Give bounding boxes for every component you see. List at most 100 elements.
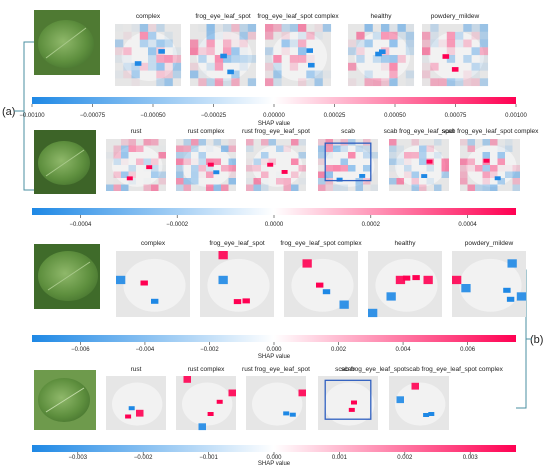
shap-cell bbox=[213, 158, 221, 165]
shap-cell bbox=[151, 139, 159, 146]
shap-cell bbox=[405, 39, 415, 48]
shap-cell bbox=[505, 139, 513, 146]
shap-cell bbox=[298, 31, 307, 40]
shap-cell bbox=[172, 55, 182, 63]
shap-cell bbox=[291, 184, 299, 191]
map-title-scab-frog-eye-leaf-spotscab-frog-eye-leaf-spot-complex: scab frog_eye_leaf_spotscab frog_eye_lea… bbox=[335, 366, 503, 373]
shap-cell bbox=[261, 178, 269, 185]
map-title-powdery-mildew: powdery_mildew bbox=[465, 240, 514, 247]
shap-cell bbox=[253, 165, 261, 172]
shap-cell bbox=[298, 389, 306, 397]
shap-cell bbox=[172, 70, 182, 79]
shap-cell bbox=[253, 184, 261, 191]
shap-cell bbox=[422, 47, 431, 56]
shap-cell bbox=[206, 62, 215, 71]
shap-cell bbox=[289, 24, 299, 32]
shap-cell bbox=[190, 62, 199, 71]
shap-cell bbox=[276, 178, 284, 185]
shap-cell bbox=[389, 152, 397, 159]
shap-cell bbox=[325, 139, 333, 146]
shap-cell bbox=[325, 171, 333, 178]
shap-cell bbox=[132, 78, 140, 86]
colorbar-tick-label: −0.001 bbox=[199, 455, 218, 461]
shap-cell bbox=[172, 47, 182, 56]
shap-cell bbox=[356, 39, 365, 48]
shap-cell bbox=[228, 139, 236, 146]
leaf-silhouette bbox=[182, 382, 233, 426]
shap-cell bbox=[221, 184, 229, 191]
shap-cell bbox=[253, 158, 261, 165]
shap-cell bbox=[115, 39, 124, 48]
shap-cell bbox=[467, 139, 475, 146]
shap-cell bbox=[239, 55, 248, 63]
shap-cell bbox=[218, 275, 228, 285]
shap-cell bbox=[183, 184, 191, 191]
shap-cell bbox=[213, 184, 221, 191]
shap-cell bbox=[463, 78, 472, 87]
shap-cell bbox=[505, 185, 513, 192]
shap-cell bbox=[246, 159, 254, 166]
chart-row-3: complex frog_eye_leaf_spot frog_eye_leaf_s… bbox=[116, 240, 527, 318]
shap-cell bbox=[223, 78, 232, 87]
shap-cell bbox=[306, 78, 315, 87]
shap-cell bbox=[291, 158, 299, 165]
chart-row-1: complex frog_eye_leaf_spot frog_eye_leaf_s… bbox=[115, 13, 489, 87]
shap-cell bbox=[475, 159, 483, 166]
shap-cell bbox=[113, 145, 121, 152]
colorbar-label: SHAP value bbox=[258, 121, 291, 127]
shap-cell bbox=[471, 24, 480, 32]
shap-cell bbox=[325, 184, 333, 191]
shap-cell bbox=[198, 139, 206, 146]
shap-cell bbox=[475, 184, 483, 191]
shap-cell bbox=[389, 158, 397, 165]
shap-cell bbox=[191, 159, 199, 166]
shap-hotspot bbox=[503, 287, 511, 293]
shap-cell bbox=[404, 152, 412, 159]
shap-cell bbox=[123, 31, 132, 40]
colorbar-gradient bbox=[32, 97, 516, 104]
shap-cell bbox=[479, 31, 489, 40]
shap-cell bbox=[265, 71, 273, 79]
shap-cell bbox=[348, 78, 357, 87]
shap-hotspot bbox=[233, 299, 242, 305]
colorbar-tick-label: −0.00100 bbox=[19, 113, 45, 119]
shap-cell bbox=[356, 55, 365, 63]
shap-cell bbox=[434, 152, 442, 159]
shap-cell bbox=[396, 396, 404, 404]
shap-cell bbox=[158, 171, 166, 178]
shap-cell bbox=[228, 158, 236, 165]
shap-cell bbox=[283, 184, 291, 191]
shap-cell bbox=[139, 31, 149, 40]
leaf-silhouette bbox=[121, 31, 178, 82]
shap-hotspot bbox=[146, 165, 153, 170]
shap-cell bbox=[198, 24, 206, 32]
shap-hotspot bbox=[158, 49, 165, 54]
shap-cell bbox=[151, 171, 159, 178]
shap-hotspot bbox=[322, 289, 331, 295]
shap-cell bbox=[405, 31, 415, 40]
map-title-scab-frog-eye-leaf-spot: scab frog_eye_leaf_spot bbox=[384, 128, 455, 135]
leaf-silhouette bbox=[375, 258, 438, 312]
shap-cell bbox=[148, 55, 157, 63]
shap-cell bbox=[482, 139, 490, 146]
shap-cell bbox=[348, 165, 356, 172]
shap-cell bbox=[397, 31, 406, 40]
leaf-silhouette bbox=[112, 382, 163, 426]
shap-hotspot bbox=[421, 174, 428, 178]
shap-cell bbox=[151, 184, 159, 191]
shap-cell bbox=[430, 24, 439, 32]
shap-cell bbox=[333, 145, 341, 152]
shap-cell bbox=[221, 145, 229, 152]
shap-cell bbox=[419, 158, 427, 165]
shap-cell bbox=[291, 139, 299, 146]
shap-cell bbox=[164, 39, 173, 48]
shap-cell bbox=[214, 31, 224, 40]
shap-cell bbox=[333, 139, 341, 146]
colorbar-tick-label: 0.00100 bbox=[505, 113, 527, 119]
shap-cell bbox=[325, 165, 333, 172]
shap-cell bbox=[325, 152, 333, 159]
map-title-frog-eye-leaf-spot: frog_eye_leaf_spot bbox=[195, 13, 250, 20]
shap-cell bbox=[206, 145, 214, 152]
shap-cell bbox=[363, 145, 371, 152]
shap-cell bbox=[151, 165, 159, 172]
